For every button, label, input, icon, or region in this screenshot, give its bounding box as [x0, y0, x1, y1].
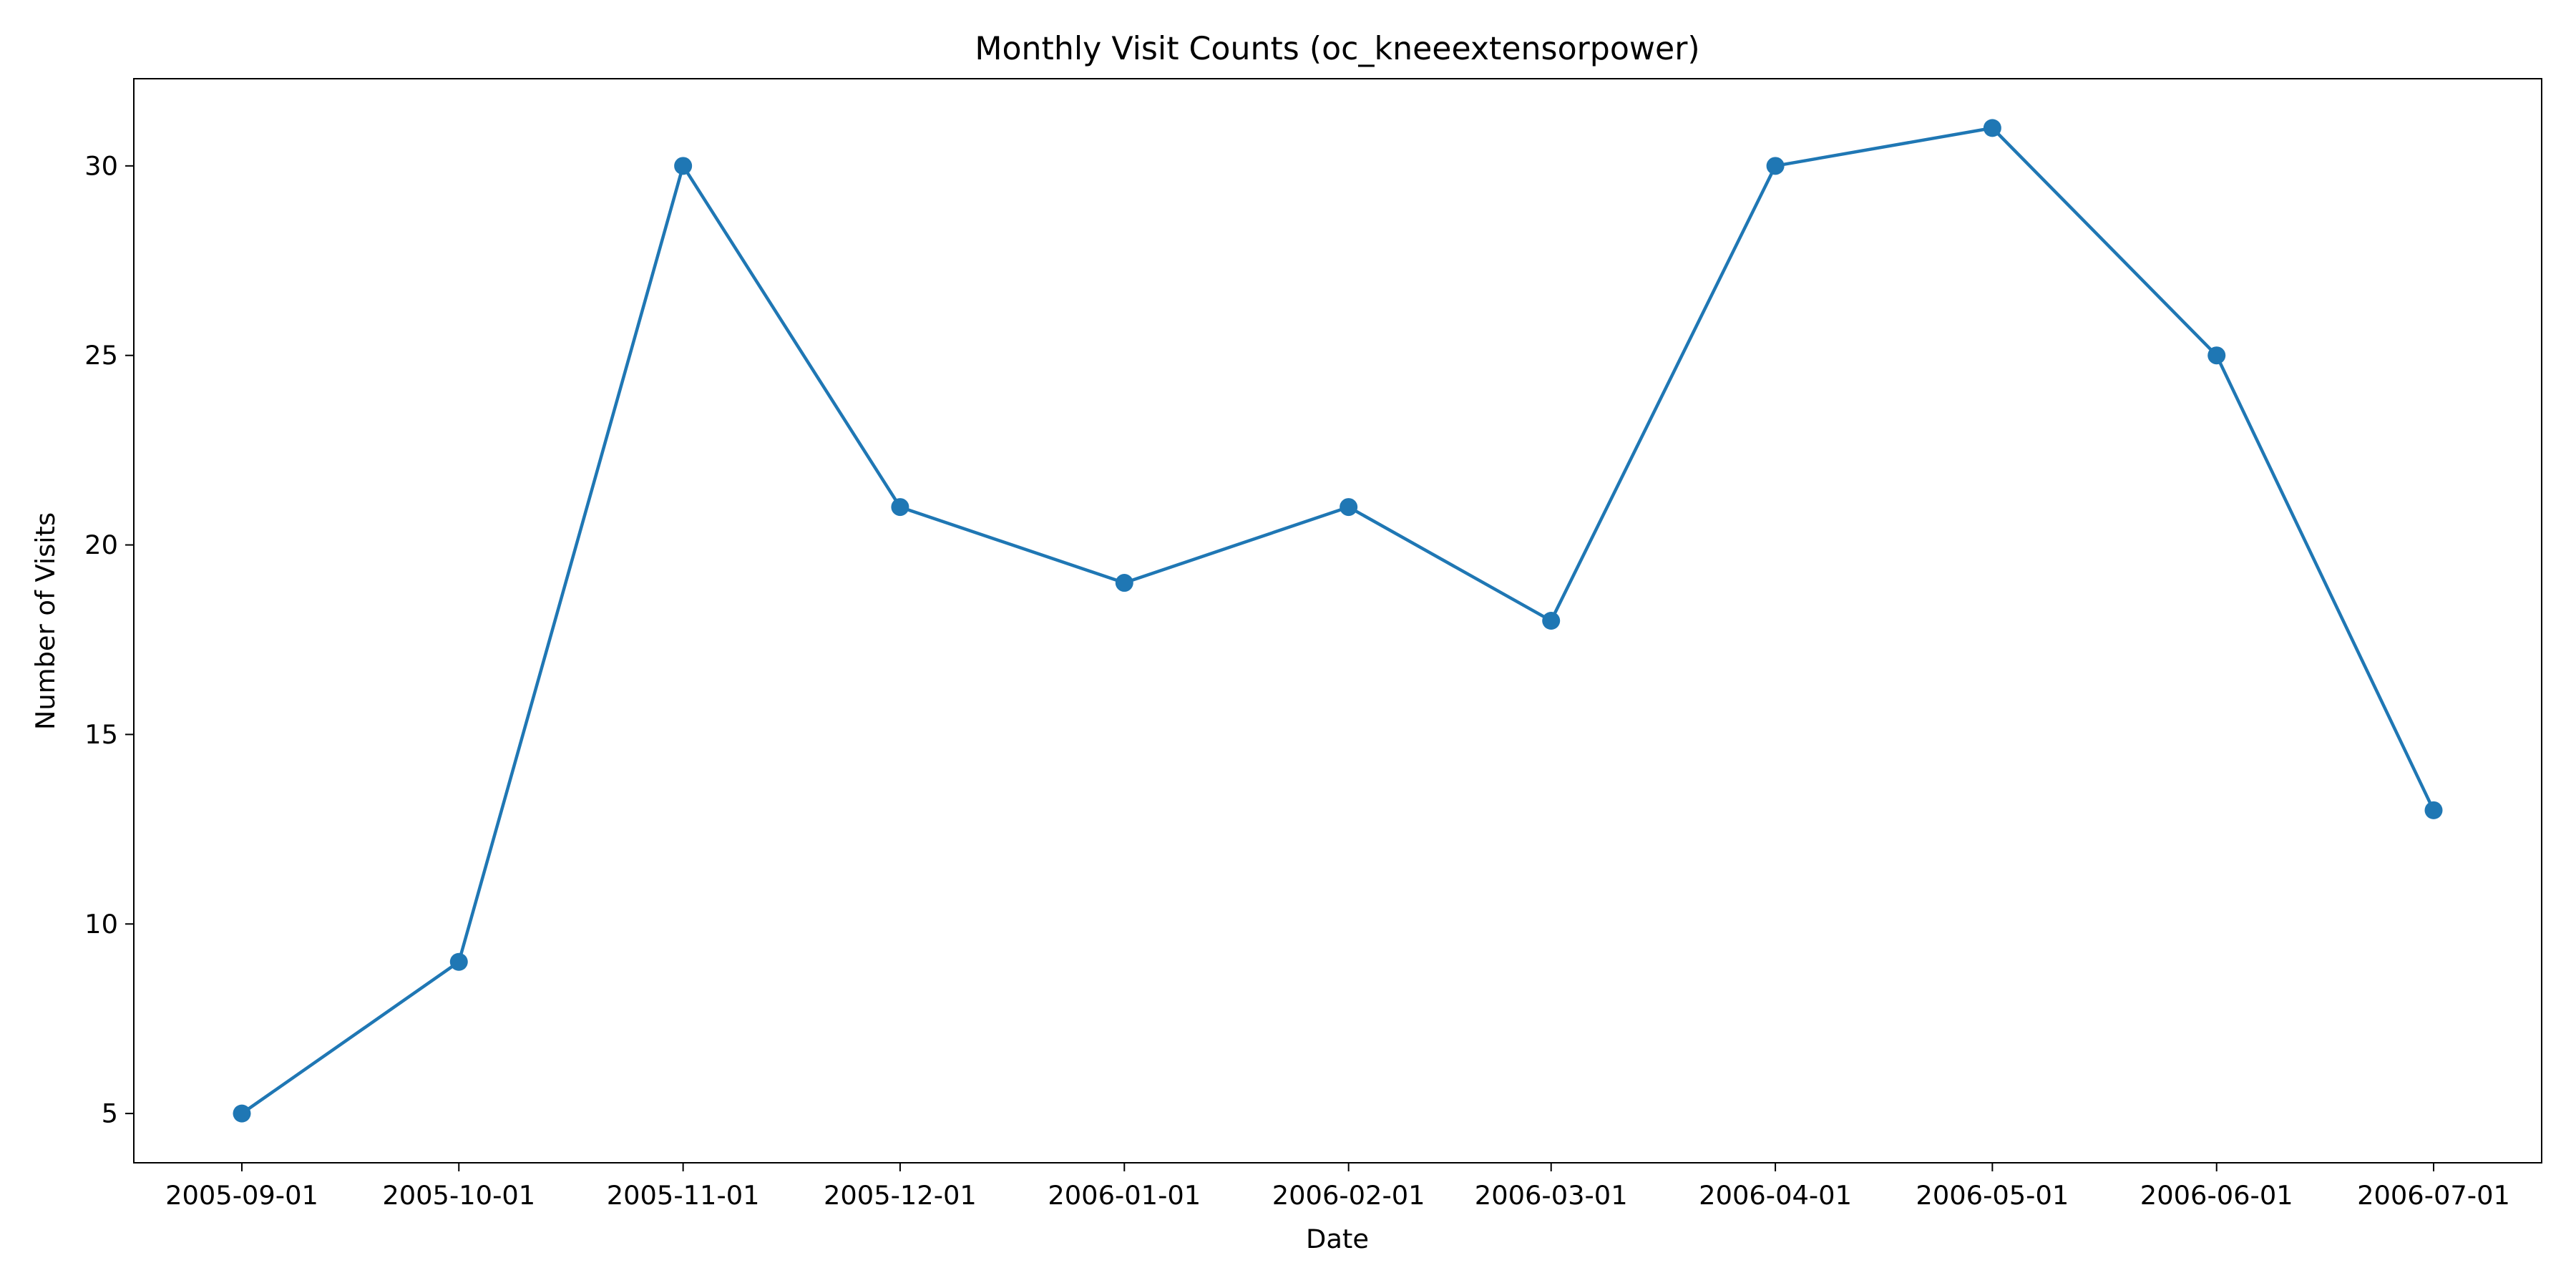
x-tick-label: 2006-05-01	[1916, 1180, 2069, 1211]
y-tick-label: 10	[84, 909, 118, 940]
y-tick-label: 15	[84, 719, 118, 750]
data-point	[1766, 157, 1785, 175]
x-tick-label: 2006-02-01	[1272, 1180, 1425, 1211]
x-tick-label: 2005-09-01	[165, 1180, 318, 1211]
chart-title: Monthly Visit Counts (oc_kneeextensorpow…	[975, 31, 1699, 67]
data-point	[891, 498, 909, 517]
x-tick-label: 2005-12-01	[824, 1180, 977, 1211]
data-point	[1115, 574, 1133, 592]
y-tick-label: 20	[84, 530, 118, 560]
data-point	[1542, 612, 1561, 630]
data-point	[233, 1104, 251, 1123]
series-visits	[233, 119, 2443, 1123]
data-point	[674, 157, 693, 175]
y-axis: 5 10 15 20 25 30	[84, 150, 134, 1129]
x-tick-label: 2006-06-01	[2140, 1180, 2293, 1211]
y-axis-label: Number of Visits	[30, 512, 61, 730]
plot-frame	[133, 78, 2542, 1163]
data-point	[2424, 801, 2443, 819]
x-tick-label: 2006-04-01	[1699, 1180, 1852, 1211]
plot-area	[133, 78, 2542, 1163]
x-axis-label: Date	[1306, 1224, 1369, 1254]
x-tick-label: 2005-11-01	[607, 1180, 760, 1211]
y-tick-label: 30	[84, 150, 118, 181]
y-tick-label: 25	[84, 340, 118, 371]
x-tick-label: 2006-07-01	[2357, 1180, 2510, 1211]
data-point	[449, 952, 468, 971]
series-line	[239, 126, 2436, 1116]
x-tick-label: 2006-01-01	[1048, 1180, 1201, 1211]
data-point	[1340, 498, 1358, 517]
x-tick-label: 2006-03-01	[1475, 1180, 1628, 1211]
data-point	[2207, 346, 2226, 365]
y-tick-label: 5	[102, 1098, 118, 1129]
data-point	[1983, 119, 2001, 137]
x-tick-label: 2005-10-01	[382, 1180, 535, 1211]
x-axis: 2005-09-01 2005-10-01 2005-11-01 2005-12-01…	[165, 1163, 2510, 1211]
